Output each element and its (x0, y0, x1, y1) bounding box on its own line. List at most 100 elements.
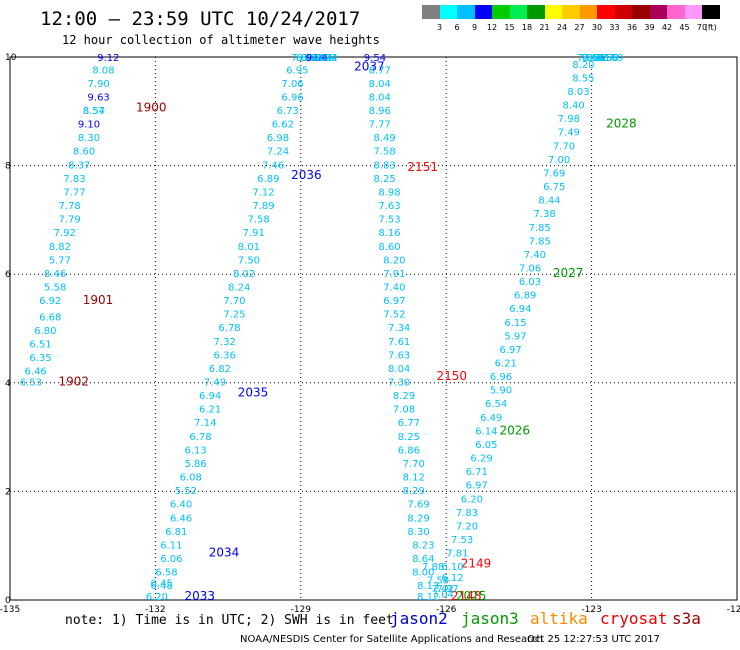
wave-height-value: 6.36 (214, 350, 236, 361)
wave-height-value: 6.82 (209, 364, 231, 375)
wave-height-value: 7.63 (388, 350, 410, 361)
wave-height-value: 8.02 (233, 269, 255, 280)
wave-height-value: 7.50 (238, 255, 260, 266)
wave-height-value: 7.89 (252, 201, 274, 212)
wave-height-value: 6.80 (34, 326, 56, 337)
wave-height-value: 7.55 (596, 53, 618, 64)
legend-swatch (597, 5, 615, 19)
wave-height-value: 7.69 (543, 168, 565, 179)
wave-height-value: 7.85 (529, 236, 551, 247)
wave-height-value: 7.69 (407, 500, 429, 511)
track-time-label: 2026 (500, 423, 531, 437)
track-time-label: 2034 (209, 546, 240, 560)
wave-height-value: 7.70 (223, 296, 245, 307)
satellite-jason3: jason3 (461, 609, 519, 628)
page-subtitle: 12 hour collection of altimeter wave hei… (62, 33, 380, 47)
wave-height-value: 6.86 (398, 445, 420, 456)
legend-label: 24 (556, 23, 568, 32)
y-tick-label: 10 (5, 53, 17, 63)
wave-height-value: 7.14 (194, 418, 216, 429)
wave-height-value: 6.78 (189, 432, 211, 443)
wave-height-value: 7.64 (310, 53, 332, 64)
wave-height-value: 6.20 (461, 494, 483, 505)
wave-height-value: 6.48 (151, 581, 173, 592)
legend-label: 27 (574, 23, 585, 32)
wave-height-value: 8.29 (407, 513, 429, 524)
footer-note: note: 1) Time is in UTC; 2) SWH is in fe… (65, 613, 394, 628)
wave-height-value: 7.24 (267, 147, 289, 158)
legend-swatch (492, 5, 510, 19)
wave-height-value: 7.61 (388, 337, 410, 348)
wave-height-value: 6.46 (25, 367, 47, 378)
wave-height-value: 7.58 (247, 215, 269, 226)
wave-height-value: 7.58 (427, 576, 449, 587)
y-tick-label: 0 (5, 596, 11, 606)
wave-height-value: 7.49 (204, 378, 226, 389)
wave-height-value: 7.92 (54, 228, 76, 239)
track-time-label: 1902 (58, 375, 89, 389)
wave-height-value: 7.32 (214, 337, 236, 348)
legend-swatch (684, 5, 702, 19)
track-time-label: 2150 (437, 369, 468, 383)
wave-height-value: 6.21 (495, 359, 517, 370)
wave-height-value: 6.29 (470, 454, 492, 465)
wave-height-value: 8.30 (78, 133, 100, 144)
wave-height-value: 8.25 (398, 432, 420, 443)
wave-height-value: 5.77 (49, 255, 71, 266)
legend-swatch (667, 5, 685, 19)
wave-height-value: 7.81 (446, 549, 468, 560)
wave-height-value: 6.97 (383, 296, 405, 307)
track-time-label: 2033 (184, 589, 215, 603)
wave-height-value: 7.68 (291, 53, 313, 64)
legend-swatch (579, 5, 597, 19)
wave-height-value: 7.46 (262, 160, 284, 171)
wave-height-value: 8.57 (83, 106, 105, 117)
wave-height-value: 5.86 (184, 459, 206, 470)
y-tick-label: 8 (5, 162, 11, 172)
legend-label: 21 (539, 23, 550, 32)
legend-swatch (614, 5, 632, 19)
wave-height-value: 6.78 (218, 323, 240, 334)
wave-height-value: 8.53 (587, 53, 609, 64)
wave-height-value: 7.06 (281, 79, 303, 90)
wave-height-value: 6.10 (441, 562, 463, 573)
wave-height-value: 6.13 (184, 445, 206, 456)
wave-height-value: 6.84 (296, 53, 318, 64)
wave-height-value: 8.00 (412, 568, 434, 579)
wave-height-value: 9.12 (97, 53, 119, 64)
wave-height-value: 8.29 (393, 391, 415, 402)
wave-height-value: 6.94 (509, 304, 531, 315)
wave-height-value: 6.98 (267, 133, 289, 144)
page-title: 12:00 — 23:59 UTC 10/24/2017 (40, 8, 361, 30)
wave-height-value: 7.42 (432, 584, 454, 595)
legend-swatch (562, 5, 580, 19)
wave-height-value: 5.97 (504, 331, 526, 342)
wave-height-value: 8.08 (92, 65, 114, 76)
x-tick-label: -132 (145, 605, 165, 615)
wave-height-value: 7.04 (432, 589, 454, 600)
wave-height-value: 8.13 (417, 581, 439, 592)
wave-height-value: 7.77 (369, 120, 391, 131)
legend-label: 9 (471, 23, 478, 32)
track-time-label: 2025 (456, 589, 487, 603)
wave-height-value: 8.03 (567, 87, 589, 98)
wave-height-value: 7.53 (378, 215, 400, 226)
wave-height-value: 7.00 (548, 155, 570, 166)
track-time-label: 2028 (606, 117, 637, 131)
wave-height-value: 7.25 (223, 310, 245, 321)
wave-height-value: 7.08 (393, 405, 415, 416)
legend-swatch (422, 5, 440, 19)
credit-text: NOAA/NESDIS Center for Satellite Applica… (240, 634, 543, 645)
wave-height-value: 6.58 (155, 568, 177, 579)
wave-height-value: 8.04 (369, 79, 391, 90)
wave-height-value: 8.44 (538, 196, 560, 207)
wave-height-value: 8.16 (378, 228, 400, 239)
track-time-label: 2035 (238, 385, 269, 399)
wave-height-value: 8.83 (374, 160, 396, 171)
wave-height-value: 9.54 (364, 53, 386, 64)
x-tick-label: -135 (0, 605, 20, 615)
wave-height-value: 8.22 (315, 53, 337, 64)
legend-swatch (702, 5, 720, 19)
wave-height-value: 6.97 (466, 481, 488, 492)
